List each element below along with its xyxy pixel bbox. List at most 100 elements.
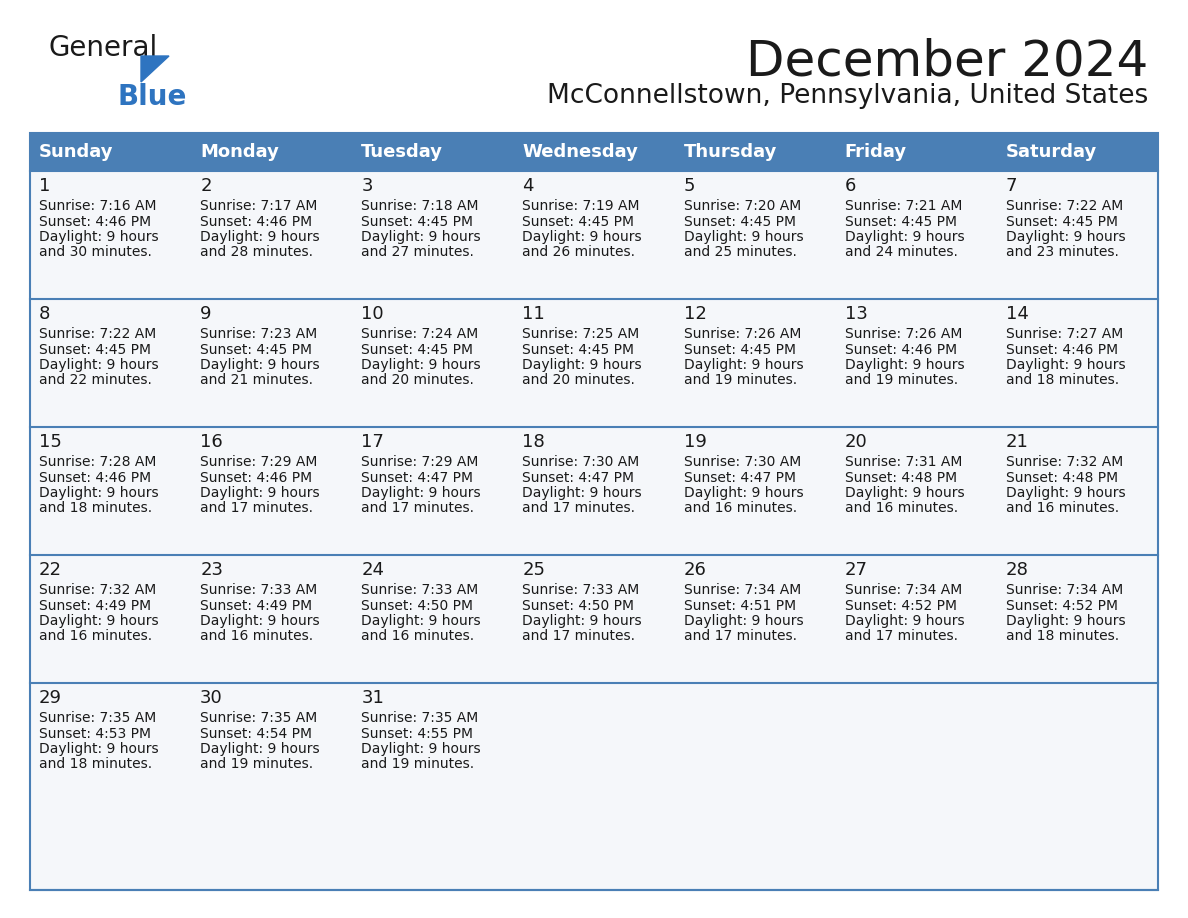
Text: Monday: Monday (200, 143, 279, 161)
Text: 21: 21 (1006, 433, 1029, 451)
Text: 4: 4 (523, 177, 533, 195)
Bar (675, 683, 835, 890)
Text: Sunset: 4:47 PM: Sunset: 4:47 PM (683, 471, 796, 485)
Text: Blue: Blue (118, 83, 188, 111)
Text: Daylight: 9 hours: Daylight: 9 hours (361, 486, 481, 500)
Text: Sunset: 4:47 PM: Sunset: 4:47 PM (523, 471, 634, 485)
Text: 3: 3 (361, 177, 373, 195)
Text: Daylight: 9 hours: Daylight: 9 hours (683, 358, 803, 372)
Text: Friday: Friday (845, 143, 906, 161)
Text: 24: 24 (361, 561, 384, 579)
Text: Sunset: 4:46 PM: Sunset: 4:46 PM (1006, 342, 1118, 356)
Text: Sunset: 4:45 PM: Sunset: 4:45 PM (200, 342, 312, 356)
Text: Sunrise: 7:21 AM: Sunrise: 7:21 AM (845, 199, 962, 213)
Text: and 23 minutes.: and 23 minutes. (1006, 245, 1119, 260)
Bar (30, 299, 191, 427)
Text: 17: 17 (361, 433, 384, 451)
Text: Daylight: 9 hours: Daylight: 9 hours (683, 486, 803, 500)
Text: Sunrise: 7:34 AM: Sunrise: 7:34 AM (1006, 583, 1123, 597)
Text: 27: 27 (845, 561, 867, 579)
Text: Sunset: 4:46 PM: Sunset: 4:46 PM (200, 215, 312, 229)
Text: Sunrise: 7:24 AM: Sunrise: 7:24 AM (361, 327, 479, 341)
Text: 7: 7 (1006, 177, 1017, 195)
Text: Sunset: 4:55 PM: Sunset: 4:55 PM (361, 726, 473, 741)
Text: Sunset: 4:53 PM: Sunset: 4:53 PM (39, 726, 151, 741)
Bar (675, 299, 835, 427)
Text: Sunset: 4:45 PM: Sunset: 4:45 PM (1006, 215, 1118, 229)
Text: and 17 minutes.: and 17 minutes. (845, 630, 958, 644)
Text: 28: 28 (1006, 561, 1029, 579)
Bar (191, 683, 353, 890)
Text: and 22 minutes.: and 22 minutes. (39, 374, 152, 387)
Text: Sunset: 4:46 PM: Sunset: 4:46 PM (200, 471, 312, 485)
Text: Sunrise: 7:34 AM: Sunrise: 7:34 AM (845, 583, 962, 597)
Text: Sunset: 4:50 PM: Sunset: 4:50 PM (523, 599, 634, 612)
Text: Daylight: 9 hours: Daylight: 9 hours (361, 614, 481, 628)
Text: Daylight: 9 hours: Daylight: 9 hours (200, 358, 320, 372)
Text: Sunset: 4:48 PM: Sunset: 4:48 PM (1006, 471, 1118, 485)
Bar (835, 171, 997, 299)
Text: Sunrise: 7:30 AM: Sunrise: 7:30 AM (683, 455, 801, 469)
Bar (997, 299, 1158, 427)
Bar (513, 299, 675, 427)
Bar (835, 427, 997, 555)
Text: Sunrise: 7:22 AM: Sunrise: 7:22 AM (39, 327, 157, 341)
Bar (30, 171, 191, 299)
Text: and 25 minutes.: and 25 minutes. (683, 245, 796, 260)
Text: Daylight: 9 hours: Daylight: 9 hours (39, 230, 159, 244)
Text: Sunset: 4:51 PM: Sunset: 4:51 PM (683, 599, 796, 612)
Text: Daylight: 9 hours: Daylight: 9 hours (683, 230, 803, 244)
Text: Sunset: 4:47 PM: Sunset: 4:47 PM (361, 471, 473, 485)
Bar (30, 133, 1158, 171)
Text: 5: 5 (683, 177, 695, 195)
Text: Sunrise: 7:32 AM: Sunrise: 7:32 AM (39, 583, 157, 597)
Text: Sunrise: 7:23 AM: Sunrise: 7:23 AM (200, 327, 317, 341)
Text: Sunrise: 7:26 AM: Sunrise: 7:26 AM (683, 327, 801, 341)
Text: Sunrise: 7:28 AM: Sunrise: 7:28 AM (39, 455, 157, 469)
Text: Sunrise: 7:35 AM: Sunrise: 7:35 AM (200, 711, 317, 725)
Text: Sunrise: 7:19 AM: Sunrise: 7:19 AM (523, 199, 640, 213)
Text: Sunday: Sunday (39, 143, 114, 161)
Text: and 16 minutes.: and 16 minutes. (845, 501, 958, 516)
Text: 8: 8 (39, 305, 50, 323)
Text: and 18 minutes.: and 18 minutes. (1006, 630, 1119, 644)
Bar (675, 555, 835, 683)
Bar (513, 171, 675, 299)
Text: Sunrise: 7:33 AM: Sunrise: 7:33 AM (200, 583, 317, 597)
Text: 10: 10 (361, 305, 384, 323)
Text: 6: 6 (845, 177, 857, 195)
Text: December 2024: December 2024 (746, 38, 1148, 86)
Text: and 19 minutes.: and 19 minutes. (200, 757, 314, 771)
Bar (997, 171, 1158, 299)
Text: Sunset: 4:50 PM: Sunset: 4:50 PM (361, 599, 473, 612)
Text: and 16 minutes.: and 16 minutes. (683, 501, 797, 516)
Text: 1: 1 (39, 177, 50, 195)
Text: Daylight: 9 hours: Daylight: 9 hours (523, 230, 642, 244)
Text: 20: 20 (845, 433, 867, 451)
Text: Sunset: 4:45 PM: Sunset: 4:45 PM (523, 215, 634, 229)
Text: Sunset: 4:46 PM: Sunset: 4:46 PM (845, 342, 956, 356)
Text: Daylight: 9 hours: Daylight: 9 hours (361, 742, 481, 756)
Text: and 17 minutes.: and 17 minutes. (523, 630, 636, 644)
Bar (191, 555, 353, 683)
Bar (835, 555, 997, 683)
Text: Daylight: 9 hours: Daylight: 9 hours (361, 358, 481, 372)
Text: 30: 30 (200, 689, 223, 707)
Text: Sunset: 4:45 PM: Sunset: 4:45 PM (361, 215, 473, 229)
Bar (997, 555, 1158, 683)
Bar (835, 683, 997, 890)
Text: Tuesday: Tuesday (361, 143, 443, 161)
Text: and 26 minutes.: and 26 minutes. (523, 245, 636, 260)
Text: Sunrise: 7:31 AM: Sunrise: 7:31 AM (845, 455, 962, 469)
Text: Daylight: 9 hours: Daylight: 9 hours (523, 486, 642, 500)
Text: Daylight: 9 hours: Daylight: 9 hours (200, 230, 320, 244)
Text: Sunrise: 7:35 AM: Sunrise: 7:35 AM (39, 711, 157, 725)
Text: 31: 31 (361, 689, 384, 707)
Text: 25: 25 (523, 561, 545, 579)
Text: Daylight: 9 hours: Daylight: 9 hours (845, 614, 965, 628)
Text: Sunrise: 7:35 AM: Sunrise: 7:35 AM (361, 711, 479, 725)
Text: 13: 13 (845, 305, 867, 323)
Text: 2: 2 (200, 177, 211, 195)
Text: Sunrise: 7:18 AM: Sunrise: 7:18 AM (361, 199, 479, 213)
Text: Daylight: 9 hours: Daylight: 9 hours (845, 358, 965, 372)
